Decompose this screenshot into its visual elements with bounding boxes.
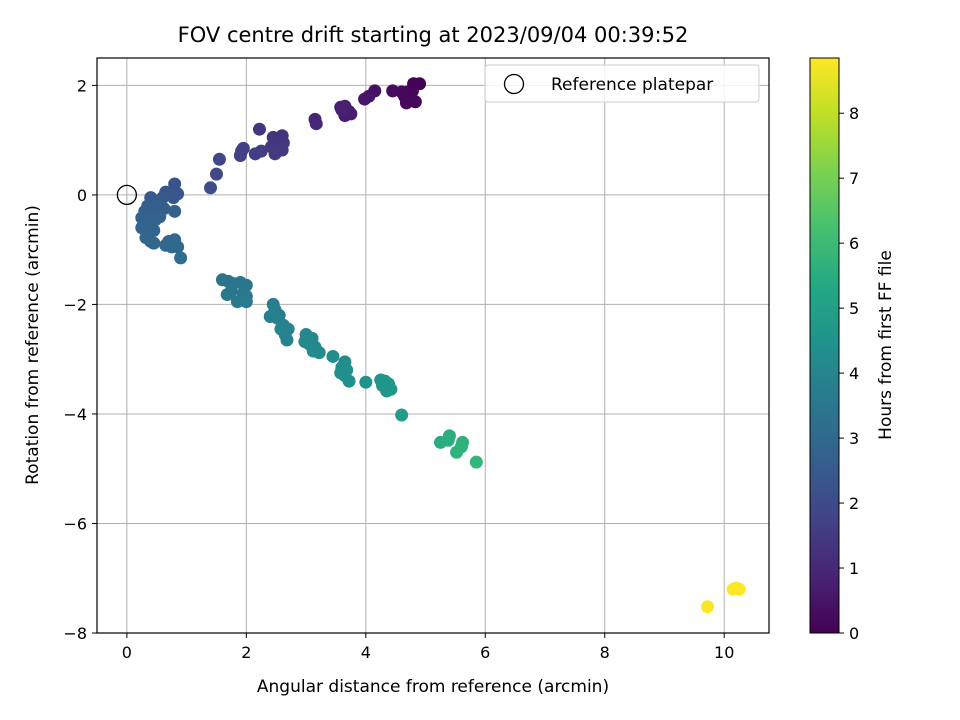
x-axis-ticks: 0 2 4 6 8 10 (122, 633, 734, 662)
data-point (441, 433, 455, 447)
plot-frame (96, 57, 770, 634)
reference-point-marker (116, 184, 138, 206)
x-axis-label: Angular distance from reference (arcmin) (257, 677, 609, 697)
data-point (212, 152, 226, 166)
x-tick-label: 0 (122, 643, 132, 662)
colorbar-ticks: 0 1 2 3 4 5 6 7 8 (839, 104, 859, 643)
y-tick-label: 0 (77, 186, 87, 205)
data-point (203, 181, 217, 195)
x-tick-label: 10 (714, 643, 734, 662)
data-point (312, 346, 326, 360)
legend-box (484, 64, 760, 103)
data-point (171, 240, 185, 254)
data-point (700, 600, 714, 614)
colorbar-tick-label: 3 (849, 429, 859, 448)
y-tick-label: −2 (63, 295, 87, 314)
data-point (209, 167, 223, 181)
y-tick-label: 2 (77, 76, 87, 95)
data-point (326, 349, 340, 363)
y-axis-label: Rotation from reference (arcmin) (23, 205, 43, 485)
chart-title: FOV centre drift starting at 2023/09/04 … (178, 23, 689, 47)
data-point (230, 295, 244, 309)
data-points (116, 77, 746, 614)
x-tick-label: 4 (361, 643, 371, 662)
data-point (309, 117, 323, 131)
data-point (342, 374, 356, 388)
colorbar-tick-label: 8 (849, 104, 859, 123)
data-point (399, 96, 413, 110)
data-point (450, 445, 464, 459)
data-point (220, 288, 234, 302)
data-point (147, 236, 161, 250)
colorbar (809, 57, 840, 634)
colorbar-label: Hours from first FF file (876, 250, 896, 440)
data-point (239, 295, 253, 309)
data-point (236, 141, 250, 155)
data-point (268, 147, 282, 161)
data-point (386, 84, 400, 98)
data-point (469, 455, 483, 469)
grid-lines (97, 58, 769, 634)
legend: Reference platepar (484, 64, 760, 103)
colorbar-tick-label: 2 (849, 494, 859, 513)
y-axis-ticks: −8 −6 −4 −2 0 2 (63, 76, 97, 643)
data-point (384, 382, 398, 396)
colorbar-tick-label: 6 (849, 234, 859, 253)
y-tick-label: −4 (63, 405, 87, 424)
colorbar-tick-label: 5 (849, 299, 859, 318)
data-point (729, 581, 743, 595)
x-tick-label: 6 (480, 643, 490, 662)
data-point (335, 103, 349, 117)
data-point (359, 375, 373, 389)
data-point (248, 147, 262, 161)
x-tick-label: 8 (600, 643, 610, 662)
legend-marker-icon (503, 73, 525, 95)
data-point (280, 333, 294, 347)
data-point (174, 251, 188, 265)
y-tick-label: −8 (63, 624, 87, 643)
colorbar-tick-label: 4 (849, 364, 859, 383)
data-point (168, 177, 182, 191)
data-point (395, 408, 409, 422)
colorbar-tick-label: 7 (849, 169, 859, 188)
data-point (252, 122, 266, 136)
data-point (168, 204, 182, 218)
x-tick-label: 2 (241, 643, 251, 662)
data-point (358, 92, 372, 106)
colorbar-tick-label: 0 (849, 624, 859, 643)
colorbar-tick-label: 1 (849, 559, 859, 578)
data-point (166, 191, 180, 205)
legend-label: Reference platepar (551, 75, 713, 95)
y-tick-label: −6 (63, 514, 87, 533)
